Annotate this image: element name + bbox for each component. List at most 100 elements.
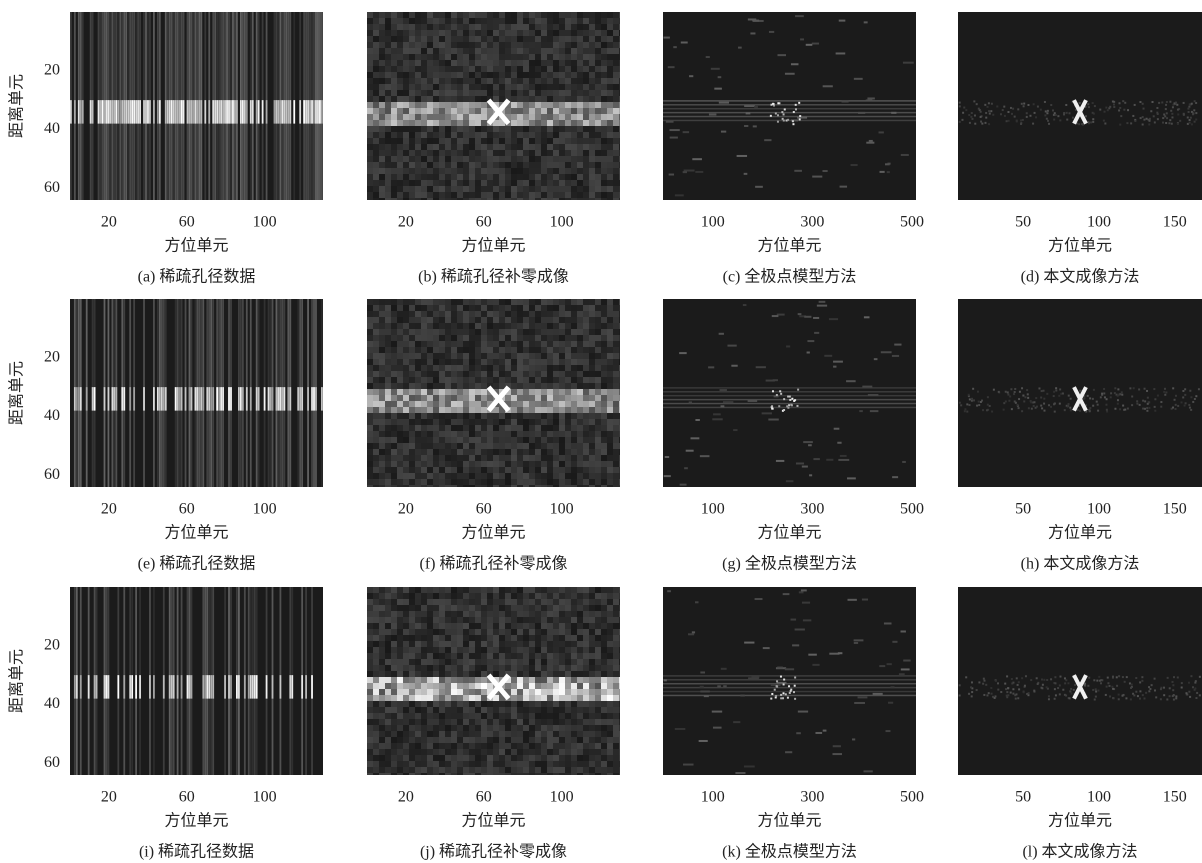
image-dot bbox=[814, 332, 819, 334]
image-pixel bbox=[583, 401, 589, 407]
image-pixel bbox=[553, 629, 559, 635]
image-pixel bbox=[451, 671, 457, 677]
image-pixel bbox=[475, 18, 481, 24]
image-pixel bbox=[469, 12, 475, 18]
image-pixel bbox=[547, 174, 553, 180]
image-pixel bbox=[481, 623, 487, 629]
image-pixel bbox=[451, 371, 457, 377]
image-pixel bbox=[445, 419, 451, 425]
image-pixel bbox=[619, 186, 620, 192]
image-pixel bbox=[571, 659, 577, 665]
image-pixel bbox=[433, 132, 439, 138]
radar-image bbox=[70, 12, 323, 200]
image-band bbox=[149, 675, 151, 699]
image-pixel bbox=[481, 96, 487, 102]
image-pixel bbox=[1117, 395, 1119, 397]
image-pixel bbox=[469, 126, 475, 132]
image-pixel bbox=[1154, 410, 1156, 412]
image-band bbox=[94, 387, 96, 411]
image-pixel bbox=[451, 323, 457, 329]
image-pixel bbox=[571, 695, 577, 701]
image-pixel bbox=[475, 431, 481, 437]
image-pixel bbox=[607, 84, 613, 90]
x-tick-label: 60 bbox=[179, 501, 195, 518]
image-pixel bbox=[463, 485, 469, 487]
image-pixel bbox=[613, 695, 619, 701]
image-pixel bbox=[619, 671, 620, 677]
image-pixel bbox=[379, 186, 385, 192]
image-pixel bbox=[487, 66, 493, 72]
image-pixel bbox=[451, 150, 457, 156]
image-dot bbox=[744, 125, 748, 127]
image-pixel bbox=[535, 186, 541, 192]
image-pixel bbox=[571, 311, 577, 317]
image-pixel bbox=[409, 132, 415, 138]
image-pixel bbox=[505, 78, 511, 84]
image-pixel bbox=[978, 108, 980, 110]
image-pixel bbox=[397, 587, 403, 593]
image-pixel bbox=[607, 647, 613, 653]
image-pixel bbox=[475, 623, 481, 629]
image-dot bbox=[836, 52, 846, 54]
image-pixel bbox=[373, 365, 379, 371]
image-pixel bbox=[547, 725, 553, 731]
image-pixel bbox=[499, 144, 505, 150]
image-pixel bbox=[613, 407, 619, 413]
image-pixel bbox=[601, 605, 607, 611]
image-pixel bbox=[547, 719, 553, 725]
image-pixel bbox=[535, 96, 541, 102]
image-pixel bbox=[589, 431, 595, 437]
image-pixel bbox=[523, 707, 529, 713]
image-pixel bbox=[523, 341, 529, 347]
image-pixel bbox=[433, 473, 439, 479]
image-pixel bbox=[517, 401, 523, 407]
image-pixel bbox=[595, 389, 601, 395]
image-pixel bbox=[535, 731, 541, 737]
image-pixel bbox=[607, 341, 613, 347]
image-pixel bbox=[1131, 404, 1133, 406]
image-pixel bbox=[451, 731, 457, 737]
image-pixel bbox=[379, 174, 385, 180]
image-pixel bbox=[619, 138, 620, 144]
image-pixel bbox=[439, 677, 445, 683]
image-pixel bbox=[553, 335, 559, 341]
image-band bbox=[112, 387, 114, 411]
image-band bbox=[112, 100, 114, 124]
image-pixel bbox=[571, 455, 577, 461]
image-pixel bbox=[403, 449, 409, 455]
image-pixel bbox=[589, 180, 595, 186]
image-pixel bbox=[409, 329, 415, 335]
image-pixel bbox=[553, 305, 559, 311]
image-dot bbox=[727, 345, 736, 347]
image-pixel bbox=[397, 138, 403, 144]
image-pixel bbox=[397, 407, 403, 413]
image-pixel bbox=[397, 42, 403, 48]
image-pixel bbox=[541, 36, 547, 42]
image-pixel bbox=[583, 461, 589, 467]
image-pixel bbox=[451, 725, 457, 731]
image-pixel bbox=[553, 467, 559, 473]
image-pixel bbox=[583, 168, 589, 174]
image-pixel bbox=[589, 42, 595, 48]
image-pixel bbox=[601, 126, 607, 132]
image-pixel bbox=[571, 725, 577, 731]
image-pixel bbox=[451, 467, 457, 473]
image-pixel bbox=[529, 437, 535, 443]
image-pixel bbox=[565, 629, 571, 635]
image-pixel bbox=[415, 695, 421, 701]
image-pixel bbox=[577, 611, 583, 617]
image-streak bbox=[663, 116, 916, 118]
image-pixel bbox=[535, 653, 541, 659]
image-pixel bbox=[493, 347, 499, 353]
image-pixel bbox=[613, 132, 619, 138]
image-band bbox=[230, 387, 232, 411]
image-pixel bbox=[421, 96, 427, 102]
image-pixel bbox=[535, 180, 541, 186]
image-pixel bbox=[463, 156, 469, 162]
image-band bbox=[289, 387, 291, 411]
image-pixel bbox=[553, 647, 559, 653]
image-pixel bbox=[391, 132, 397, 138]
y-axis-label: 距离单元 bbox=[8, 74, 26, 138]
image-pixel bbox=[409, 317, 415, 323]
image-pixel bbox=[367, 473, 373, 479]
